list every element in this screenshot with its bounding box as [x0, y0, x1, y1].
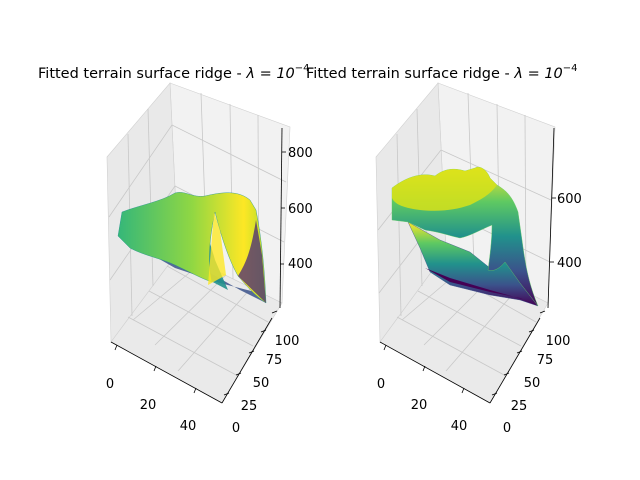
right-y-tick-1: 25: [511, 399, 528, 414]
right-x-tick-2: 40: [451, 419, 468, 434]
left-y-tick-3: 75: [266, 353, 283, 368]
left-x-tick-2: 40: [180, 419, 197, 434]
left-y-tick-1: 25: [241, 399, 258, 414]
right-y-tick-0: 0: [503, 421, 511, 436]
right-y-axis-line: [489, 317, 541, 404]
right-x-tick-0: 0: [377, 377, 385, 392]
right-y-tick-3: 75: [537, 353, 554, 368]
left-surface-spike: [208, 212, 226, 285]
left-surface-shadow: [238, 220, 266, 303]
left-x-tick-1: 20: [140, 398, 157, 413]
right-y-tick-4: 100: [546, 334, 571, 349]
left-z-tick-2: 800: [288, 146, 313, 161]
left-y-tick-2: 50: [253, 376, 270, 391]
right-y-tick-2: 50: [524, 376, 541, 391]
left-z-tick-0: 400: [288, 257, 313, 272]
right-x-axis-line: [379, 341, 491, 404]
left-x-tick-0: 0: [106, 377, 114, 392]
left-y-tick-4: 100: [275, 334, 300, 349]
left-x-axis-line: [110, 341, 223, 404]
right-z-tick-1: 600: [557, 192, 582, 207]
right-x-tick-1: 20: [411, 398, 428, 413]
left-title: Fitted terrain surface ridge - λ = 10−4: [38, 63, 310, 82]
left-surface: [117, 192, 267, 304]
right-z-tick-0: 400: [557, 256, 582, 271]
left-subplot: 0 20 40 0 25 50 75 100 400 600 800 Fitte…: [38, 63, 313, 436]
left-z-axis-line: [279, 127, 283, 309]
right-z-axis-line: [547, 127, 555, 309]
right-title: Fitted terrain surface ridge - λ = 10−4: [306, 63, 578, 82]
left-z-tick-1: 600: [288, 202, 313, 217]
right-surface-plateau: [392, 167, 497, 211]
left-y-tick-0: 0: [232, 421, 240, 436]
left-y-axis-line: [221, 317, 273, 404]
right-subplot: 0 20 40 0 25 50 75 100 400 600 Fitted te…: [306, 63, 582, 436]
